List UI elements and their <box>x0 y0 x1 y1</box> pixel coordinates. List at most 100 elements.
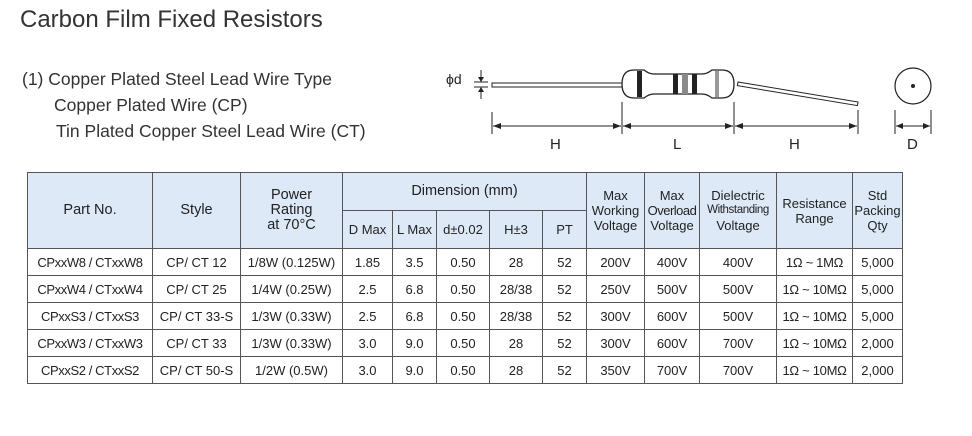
cell-power-rating: 1/2W (0.5W) <box>240 356 343 384</box>
header-resistance-range: Resistance Range <box>776 172 853 249</box>
cell-d-max: 3.0 <box>342 329 393 357</box>
cell-d-tolerance: 0.50 <box>436 275 490 303</box>
cell-l-max: 9.0 <box>392 329 437 357</box>
cell-l-max: 6.8 <box>392 275 437 303</box>
header-resistance-line2: Range <box>795 210 834 226</box>
cell-pt: 52 <box>542 248 587 276</box>
header-power-rating-line3: at 70°C <box>267 217 316 233</box>
cell-h-tolerance: 28 <box>489 356 543 384</box>
dim-h-left-arrow-a <box>493 123 501 129</box>
header-std-packing-qty: Std Packing Qty <box>852 172 903 249</box>
cell-h-tolerance: 28 <box>489 329 543 357</box>
dim-h-left-arrow-b <box>613 123 621 129</box>
header-l-max: L Max <box>392 210 437 249</box>
cell-resistance-range: 1Ω ~ 1MΩ <box>776 248 853 276</box>
header-dielectric-voltage: Dielectric Withstanding Voltage <box>699 172 777 249</box>
cell-std-packing-qty: 5,000 <box>852 275 903 303</box>
cell-style: CP/ CT 50-S <box>152 356 241 384</box>
cell-max-working-voltage: 200V <box>586 248 645 276</box>
label-h-left: H <box>550 136 561 153</box>
cell-max-overload-voltage: 700V <box>644 356 700 384</box>
cell-dielectric-voltage: 700V <box>699 356 777 384</box>
cell-power-rating: 1/3W (0.33W) <box>240 302 343 330</box>
cell-power-rating: 1/3W (0.33W) <box>240 329 343 357</box>
color-band-4 <box>692 74 697 94</box>
cell-d-max: 3.0 <box>342 356 393 384</box>
header-h-tolerance: H±3 <box>489 210 543 249</box>
header-max-overload-line1: Max <box>659 188 685 203</box>
phi-d-label: ϕd <box>446 71 462 87</box>
table-row: CPxxW3 / CTxxW3 CP/ CT 33 1/3W (0.33W) 3.0 9… <box>27 329 903 357</box>
table-row: CPxxS2 / CTxxS2 CP/ CT 50-S 1/2W (0.5W) 3.0… <box>27 356 903 384</box>
cell-h-tolerance: 28/38 <box>489 302 543 330</box>
cell-dielectric-voltage: 500V <box>699 302 777 330</box>
cell-l-max: 6.8 <box>392 302 437 330</box>
cell-resistance-range: 1Ω ~ 10MΩ <box>776 356 853 384</box>
header-max-working-voltage: Max Working Voltage <box>586 172 645 249</box>
type-line-2: Copper Plated Wire (CP) <box>54 95 248 115</box>
lead-wire-left <box>491 82 625 88</box>
cell-power-rating: 1/8W (0.125W) <box>240 248 343 276</box>
cell-pt: 52 <box>542 302 587 330</box>
header-d-max: D Max <box>342 210 393 249</box>
header-dielectric-line2: Withstanding <box>707 204 769 216</box>
header-max-overload-voltage: Max Overload Voltage <box>644 172 700 249</box>
cell-style: CP/ CT 12 <box>152 248 241 276</box>
label-d: D <box>907 136 918 153</box>
cell-part-no: CPxxW3 / CTxxW3 <box>27 329 153 357</box>
cell-pt: 52 <box>542 275 587 303</box>
type-line-1: (1) Copper Plated Steel Lead Wire Type <box>22 69 332 89</box>
cell-part-no: CPxxS3 / CTxxS3 <box>27 302 153 330</box>
cell-std-packing-qty: 2,000 <box>852 356 903 384</box>
header-dielectric-line3: Voltage <box>716 218 760 233</box>
table-row: CPxxW8 / CTxxW8 CP/ CT 12 1/8W (0.125W) 1.8… <box>27 248 903 276</box>
cell-max-working-voltage: 250V <box>586 275 645 303</box>
header-power-rating-line1: Power <box>270 187 313 203</box>
header-max-working-line1: Max <box>603 188 628 203</box>
header-max-working-line2: Working <box>591 203 640 218</box>
cell-max-overload-voltage: 400V <box>644 248 700 276</box>
cell-dielectric-voltage: 700V <box>699 329 777 357</box>
header-std-line3: Qty <box>867 218 888 233</box>
phi-d-arrowhead-top <box>478 77 484 82</box>
label-l: L <box>673 136 681 153</box>
phi-d-arrowhead-bottom <box>478 87 484 92</box>
header-pt: PT <box>542 210 587 249</box>
table-row: CPxxW4 / CTxxW4 CP/ CT 25 1/4W (0.25W) 2.5 6… <box>27 275 903 303</box>
header-max-working-line3: Voltage <box>593 218 638 233</box>
cell-max-working-voltage: 350V <box>586 356 645 384</box>
lead-wire-types: (1) Copper Plated Steel Lead Wire Type C… <box>22 66 366 144</box>
page-title: Carbon Film Fixed Resistors <box>20 6 323 33</box>
dim-l-arrow-b <box>725 123 733 129</box>
cell-part-no: CPxxW4 / CTxxW4 <box>27 275 153 303</box>
specification-table: Part No. Style Power Rating at 70°C Dime… <box>27 172 903 384</box>
cell-max-overload-voltage: 600V <box>644 329 700 357</box>
cell-resistance-range: 1Ω ~ 10MΩ <box>776 302 853 330</box>
cell-l-max: 9.0 <box>392 356 437 384</box>
header-power-rating: Power Rating at 70°C <box>240 172 343 249</box>
type-line-3: Tin Plated Copper Steel Lead Wire (CT) <box>56 121 366 141</box>
cell-power-rating: 1/4W (0.25W) <box>240 275 343 303</box>
header-resistance-line1: Resistance <box>782 195 847 211</box>
cell-pt: 52 <box>542 329 587 357</box>
resistor-diagram: ϕd H L H D <box>446 67 932 153</box>
cell-part-no: CPxxW8 / CTxxW8 <box>27 248 153 276</box>
header-d-tolerance: d±0.02 <box>436 210 490 249</box>
cell-h-tolerance: 28 <box>489 248 543 276</box>
dim-h-right-arrow-b <box>849 123 857 129</box>
label-h-right: H <box>789 136 800 153</box>
end-view-wire-dot <box>911 84 915 88</box>
header-dimension: Dimension (mm) <box>342 172 587 211</box>
cell-dielectric-voltage: 500V <box>699 275 777 303</box>
cell-max-working-voltage: 300V <box>586 302 645 330</box>
table-row: CPxxS3 / CTxxS3 CP/ CT 33-S 1/3W (0.33W) 2.… <box>27 302 903 330</box>
cell-style: CP/ CT 33 <box>152 329 241 357</box>
color-band-3 <box>682 74 688 94</box>
header-max-overload-line2: Overload <box>647 203 697 218</box>
cell-pt: 52 <box>542 356 587 384</box>
cell-d-max: 1.85 <box>342 248 393 276</box>
cell-d-tolerance: 0.50 <box>436 329 490 357</box>
cell-part-no: CPxxS2 / CTxxS2 <box>27 356 153 384</box>
dim-d-arrow-b <box>923 123 930 129</box>
header-power-rating-line2: Rating <box>270 202 313 218</box>
